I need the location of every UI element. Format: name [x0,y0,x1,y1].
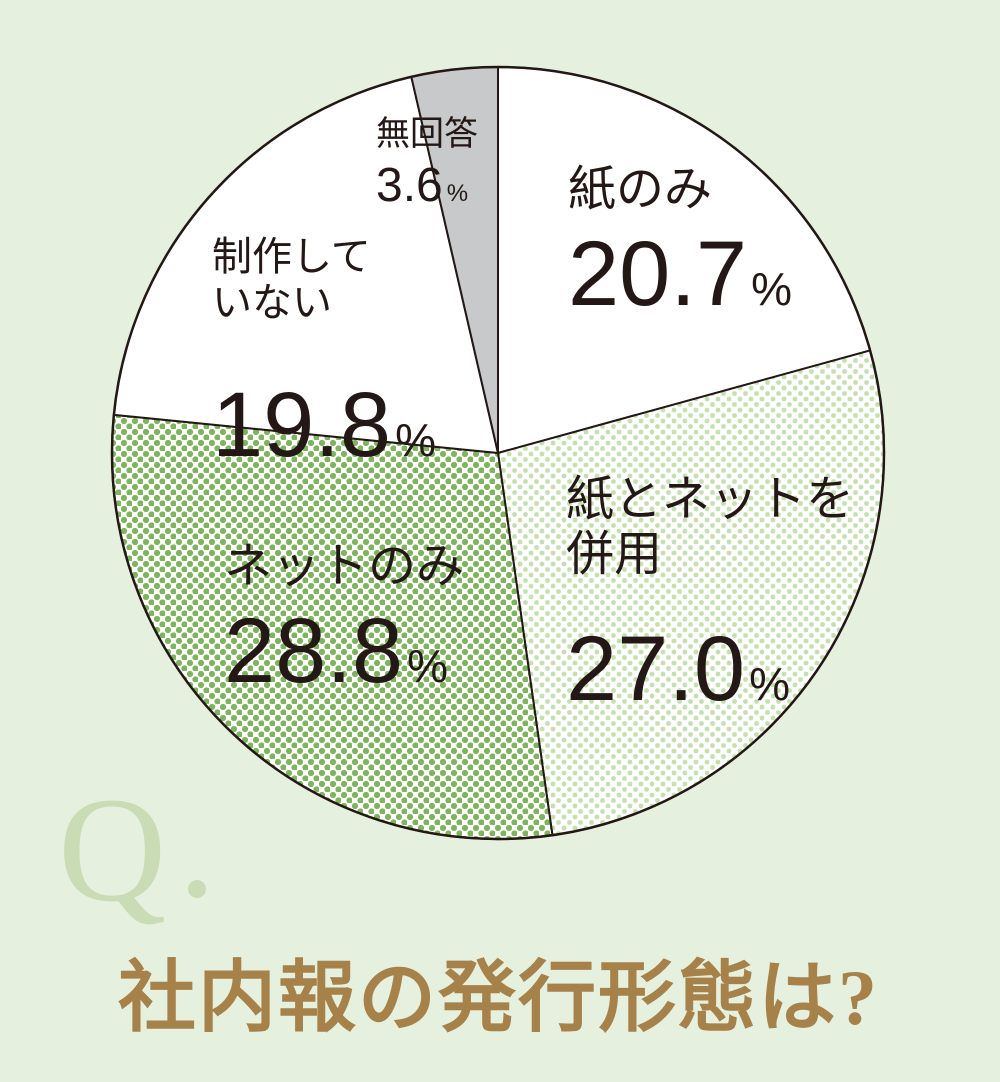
question-title: 社内報の発行形態は? [118,954,880,1041]
slice-label: 紙のみ [568,163,712,216]
slice-unit: % [395,414,436,466]
slice-value: 27.0 [566,618,745,720]
q-letter: Q [58,767,167,933]
slice-value: 19.8 [212,374,391,476]
slice-unit: % [447,180,468,207]
slice-value: 20.7 [568,223,747,325]
slice-unit: % [407,640,448,692]
slice-unit: % [751,263,792,315]
slice-value: 28.8 [224,600,403,702]
slice-label: いない [212,281,332,325]
slice-label: ネットのみ [224,540,464,593]
pie-outline [110,65,886,841]
pie-slices [110,65,886,841]
q-dot [188,880,206,898]
slice-label: 無回答 [376,115,478,153]
slice-label: 紙とネットを [566,473,854,526]
slice-unit: % [749,658,790,710]
slice-value: 3.6 [376,159,443,212]
slice-label: 併用 [566,528,662,581]
slice-label: 制作して [212,235,371,279]
